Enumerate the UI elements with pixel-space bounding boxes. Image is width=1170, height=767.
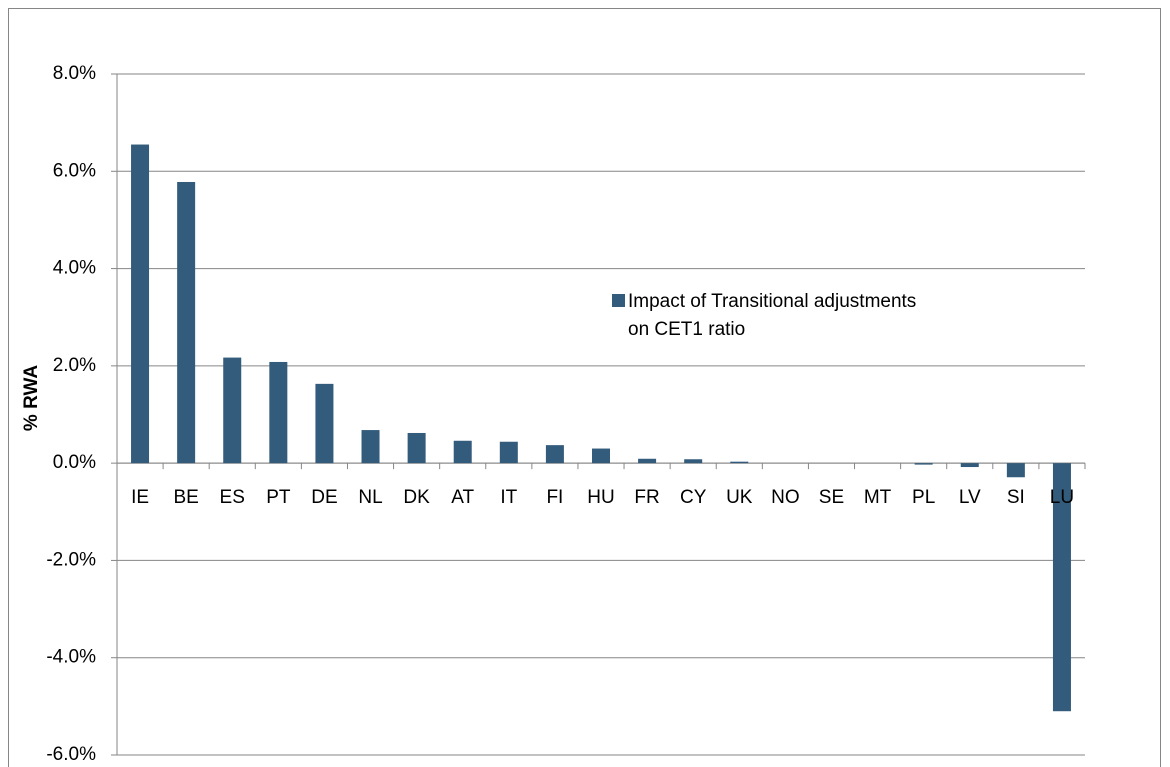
bar	[177, 181, 196, 464]
x-tick-label: DK	[403, 487, 430, 508]
x-tick-label: BE	[173, 487, 198, 508]
y-tick-label: -4.0%	[46, 647, 96, 668]
y-tick-label: -2.0%	[46, 549, 96, 570]
x-tick-label: PT	[266, 487, 291, 508]
x-tick-label: FR	[634, 487, 659, 508]
x-tick-label: ES	[220, 487, 245, 508]
y-tick-label: -6.0%	[46, 744, 96, 765]
bar	[730, 461, 749, 464]
bar	[315, 383, 334, 464]
x-tick-label: LV	[959, 487, 981, 508]
legend-swatch	[612, 294, 625, 307]
x-tick-label: LU	[1050, 487, 1074, 508]
y-axis-label: % RWA	[21, 365, 42, 431]
bar	[223, 357, 242, 464]
bar	[545, 445, 564, 464]
x-tick-label: NL	[358, 487, 382, 508]
x-tick-label: DE	[311, 487, 337, 508]
y-tick-label: 2.0%	[53, 355, 96, 376]
x-tick-label: PL	[912, 487, 935, 508]
bar	[638, 458, 657, 464]
x-tick-label: NO	[771, 487, 800, 508]
x-tick-label: SI	[1007, 487, 1025, 508]
legend-label: Impact of Transitional adjustments on CE…	[628, 291, 917, 340]
x-tick-label: MT	[864, 487, 892, 508]
bar	[1052, 463, 1071, 712]
x-tick-label: UK	[726, 487, 753, 508]
bar	[361, 430, 380, 464]
bar	[684, 459, 703, 464]
x-tick-label: IE	[131, 487, 149, 508]
bar	[914, 463, 933, 465]
bar	[960, 463, 979, 468]
bar	[131, 144, 150, 464]
bar	[1006, 463, 1025, 478]
x-tick-label: HU	[587, 487, 614, 508]
legend: Impact of Transitional adjustments on CE…	[612, 288, 928, 344]
bar	[499, 441, 518, 464]
bar	[592, 448, 610, 464]
bar	[407, 432, 426, 464]
x-tick-label: SE	[819, 487, 844, 508]
x-tick-label: CY	[680, 487, 707, 508]
y-tick-label: 0.0%	[53, 452, 96, 473]
y-tick-label: 4.0%	[53, 258, 96, 279]
bar	[453, 440, 472, 464]
chart-border	[8, 8, 1161, 767]
y-tick-label: 8.0%	[53, 63, 96, 84]
x-tick-label: FI	[546, 487, 563, 508]
y-tick-label: 6.0%	[53, 160, 96, 181]
bar	[269, 361, 288, 464]
x-tick-label: IT	[500, 487, 517, 508]
x-tick-label: AT	[451, 487, 474, 508]
